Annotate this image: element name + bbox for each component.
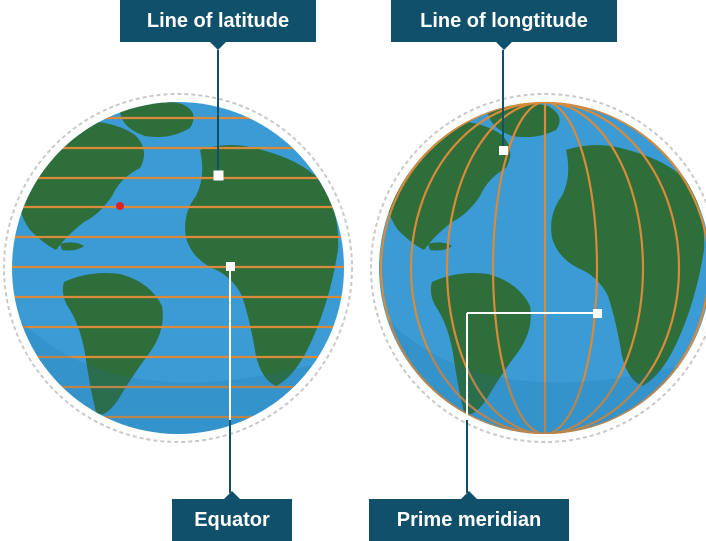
label-line-of-longitude-text: Line of longtitude [420,10,588,32]
globe-latitude [3,93,353,443]
callout-latitude [213,50,224,181]
globe-right-dashed-ring [370,93,706,443]
label-pointer-icon [496,42,512,50]
globe-right-land [382,103,705,415]
label-line-of-longitude: Line of longtitude [391,0,617,50]
label-equator-text: Equator [194,509,270,531]
label-equator: Equator [172,491,292,541]
callout-equator [226,262,235,493]
label-line-of-latitude-text: Line of latitude [146,10,290,32]
red-dot-marker [116,202,124,210]
globe-left-dashed-ring [3,93,353,443]
longitude-lines [379,102,706,434]
label-prime-meridian-text: Prime meridian [396,509,542,531]
label-pointer-icon [210,42,226,50]
callout-prime-meridian [466,309,602,493]
label-pointer-icon [224,491,240,499]
label-prime-meridian: Prime meridian [369,491,569,541]
globe-longitude [370,93,706,443]
callout-longitude [499,50,508,155]
label-line-of-latitude: Line of latitude [120,0,316,50]
label-pointer-icon [461,491,477,499]
